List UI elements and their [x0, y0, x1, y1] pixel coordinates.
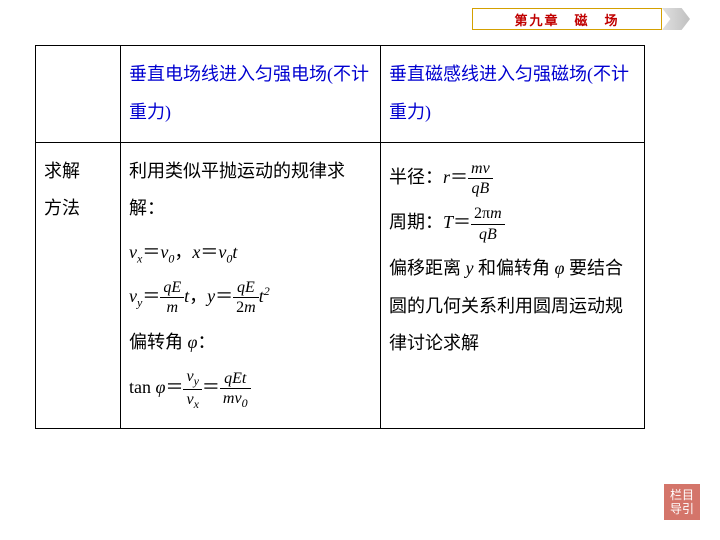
- formula-vy: vy＝qEmt，y＝qE2mt2: [129, 278, 372, 318]
- row-label-method: 求解 方法: [36, 142, 121, 428]
- angle-label: 偏转角 φ：: [129, 324, 372, 362]
- formula-vx: vx＝v0，x＝v0t: [129, 234, 372, 272]
- table-header-row: 垂直电场线进入匀强电场(不计重力) 垂直磁感线进入匀强磁场(不计重力): [36, 46, 645, 143]
- description-text: 偏移距离 y 和偏转角 φ 要结合圆的几何关系利用圆周运动规律讨论求解: [389, 250, 636, 363]
- row-label-line1: 求解: [44, 153, 112, 191]
- nav-index-button[interactable]: 栏目导引: [664, 484, 700, 520]
- row-label-line2: 方法: [44, 190, 112, 228]
- formula-radius: 半径：r＝mvqB: [389, 159, 636, 199]
- magnetic-field-content: 半径：r＝mvqB 周期：T＝2πmqB 偏移距离 y 和偏转角 φ 要结合圆的…: [381, 142, 645, 428]
- formula-tan: tan φ＝vyvx＝qEtmv0: [129, 367, 372, 411]
- nav-button-label: 栏目导引: [670, 488, 694, 517]
- chapter-title: 第九章 磁 场: [472, 8, 662, 30]
- arrow-decoration: [662, 8, 690, 30]
- comparison-table: 垂直电场线进入匀强电场(不计重力) 垂直磁感线进入匀强磁场(不计重力) 求解 方…: [35, 45, 645, 429]
- intro-text: 利用类似平抛运动的规律求解：: [129, 153, 372, 229]
- header-electric-field: 垂直电场线进入匀强电场(不计重力): [121, 46, 381, 143]
- table-content-row: 求解 方法 利用类似平抛运动的规律求解： vx＝v0，x＝v0t vy＝qEmt…: [36, 142, 645, 428]
- electric-field-content: 利用类似平抛运动的规律求解： vx＝v0，x＝v0t vy＝qEmt，y＝qE2…: [121, 142, 381, 428]
- formula-period: 周期：T＝2πmqB: [389, 204, 636, 244]
- header-magnetic-field: 垂直磁感线进入匀强磁场(不计重力): [381, 46, 645, 143]
- header-empty-cell: [36, 46, 121, 143]
